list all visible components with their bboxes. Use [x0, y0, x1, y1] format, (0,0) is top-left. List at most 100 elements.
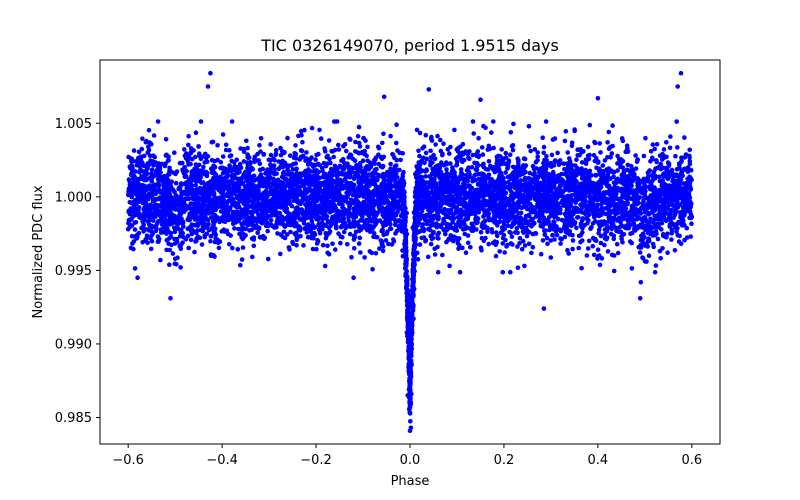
data-point [503, 150, 509, 156]
data-point [305, 234, 311, 240]
data-point [609, 223, 614, 228]
data-point [488, 163, 493, 169]
data-point [391, 237, 396, 242]
data-point [528, 148, 533, 154]
data-point [166, 241, 171, 246]
data-point [268, 142, 274, 147]
data-point [569, 162, 575, 168]
data-point [449, 194, 454, 200]
data-point [298, 200, 304, 206]
data-point [500, 204, 506, 209]
data-point [587, 122, 593, 128]
data-point [482, 177, 487, 183]
data-point [330, 241, 335, 246]
data-point [193, 182, 198, 188]
data-point [294, 237, 300, 242]
data-point [338, 179, 344, 184]
data-point [597, 141, 602, 146]
data-point [209, 210, 215, 215]
data-point [433, 167, 439, 173]
data-point [361, 135, 367, 141]
data-point [297, 157, 303, 162]
data-point [444, 167, 449, 172]
data-point [448, 161, 453, 166]
data-point [520, 238, 526, 244]
data-point [367, 216, 373, 221]
data-point [385, 174, 391, 179]
data-point [633, 153, 638, 158]
data-point [651, 187, 656, 193]
data-point [587, 188, 593, 194]
data-point [293, 206, 299, 211]
data-point [496, 153, 501, 159]
data-point [189, 209, 194, 215]
data-point [578, 223, 584, 229]
data-point [186, 133, 191, 139]
data-point [249, 227, 254, 233]
data-point [328, 160, 333, 166]
data-point [244, 213, 250, 219]
data-point [648, 149, 654, 154]
data-point [450, 220, 456, 225]
data-point [421, 235, 427, 240]
data-point [512, 216, 517, 222]
data-point [285, 232, 290, 237]
data-point [619, 233, 624, 239]
data-point [143, 236, 149, 242]
data-point [681, 218, 686, 223]
data-point [394, 140, 399, 146]
data-point [194, 238, 199, 244]
data-point [184, 180, 189, 186]
data-point [502, 250, 508, 255]
data-point [583, 194, 588, 199]
data-point [376, 144, 381, 150]
data-point [495, 158, 501, 163]
data-point [195, 198, 201, 204]
data-point [611, 268, 617, 274]
data-point [291, 155, 297, 160]
data-point [486, 172, 492, 178]
data-point [509, 234, 515, 239]
data-point [438, 137, 443, 143]
data-point [188, 176, 194, 181]
data-point [505, 208, 510, 214]
data-point [517, 241, 522, 246]
data-point [137, 163, 142, 169]
data-point [216, 245, 222, 251]
data-point [580, 238, 585, 243]
data-point [591, 252, 597, 258]
data-point [213, 232, 218, 238]
data-point [203, 155, 209, 161]
data-point [141, 153, 147, 159]
data-point [284, 209, 290, 215]
data-point [506, 158, 512, 163]
data-point [603, 206, 608, 211]
data-point [440, 252, 445, 258]
data-point [365, 158, 370, 163]
data-point [419, 174, 425, 180]
data-point [227, 163, 232, 168]
data-point [186, 245, 191, 251]
data-point [388, 161, 393, 167]
data-point [531, 166, 537, 172]
data-point [593, 173, 599, 178]
data-point [687, 182, 692, 188]
data-point [192, 249, 197, 255]
data-point [281, 229, 287, 235]
data-point [620, 158, 626, 164]
data-point [219, 215, 225, 220]
data-point [198, 119, 204, 124]
data-point [300, 139, 305, 145]
data-point [609, 226, 615, 232]
data-point [423, 132, 429, 138]
data-point [447, 151, 452, 156]
data-point [584, 253, 590, 258]
data-point [327, 190, 333, 196]
data-point [465, 215, 471, 220]
data-point [356, 224, 362, 230]
data-point [470, 152, 476, 158]
data-point [479, 145, 485, 150]
data-point [576, 245, 581, 251]
data-point [378, 154, 383, 160]
data-point [483, 208, 489, 213]
